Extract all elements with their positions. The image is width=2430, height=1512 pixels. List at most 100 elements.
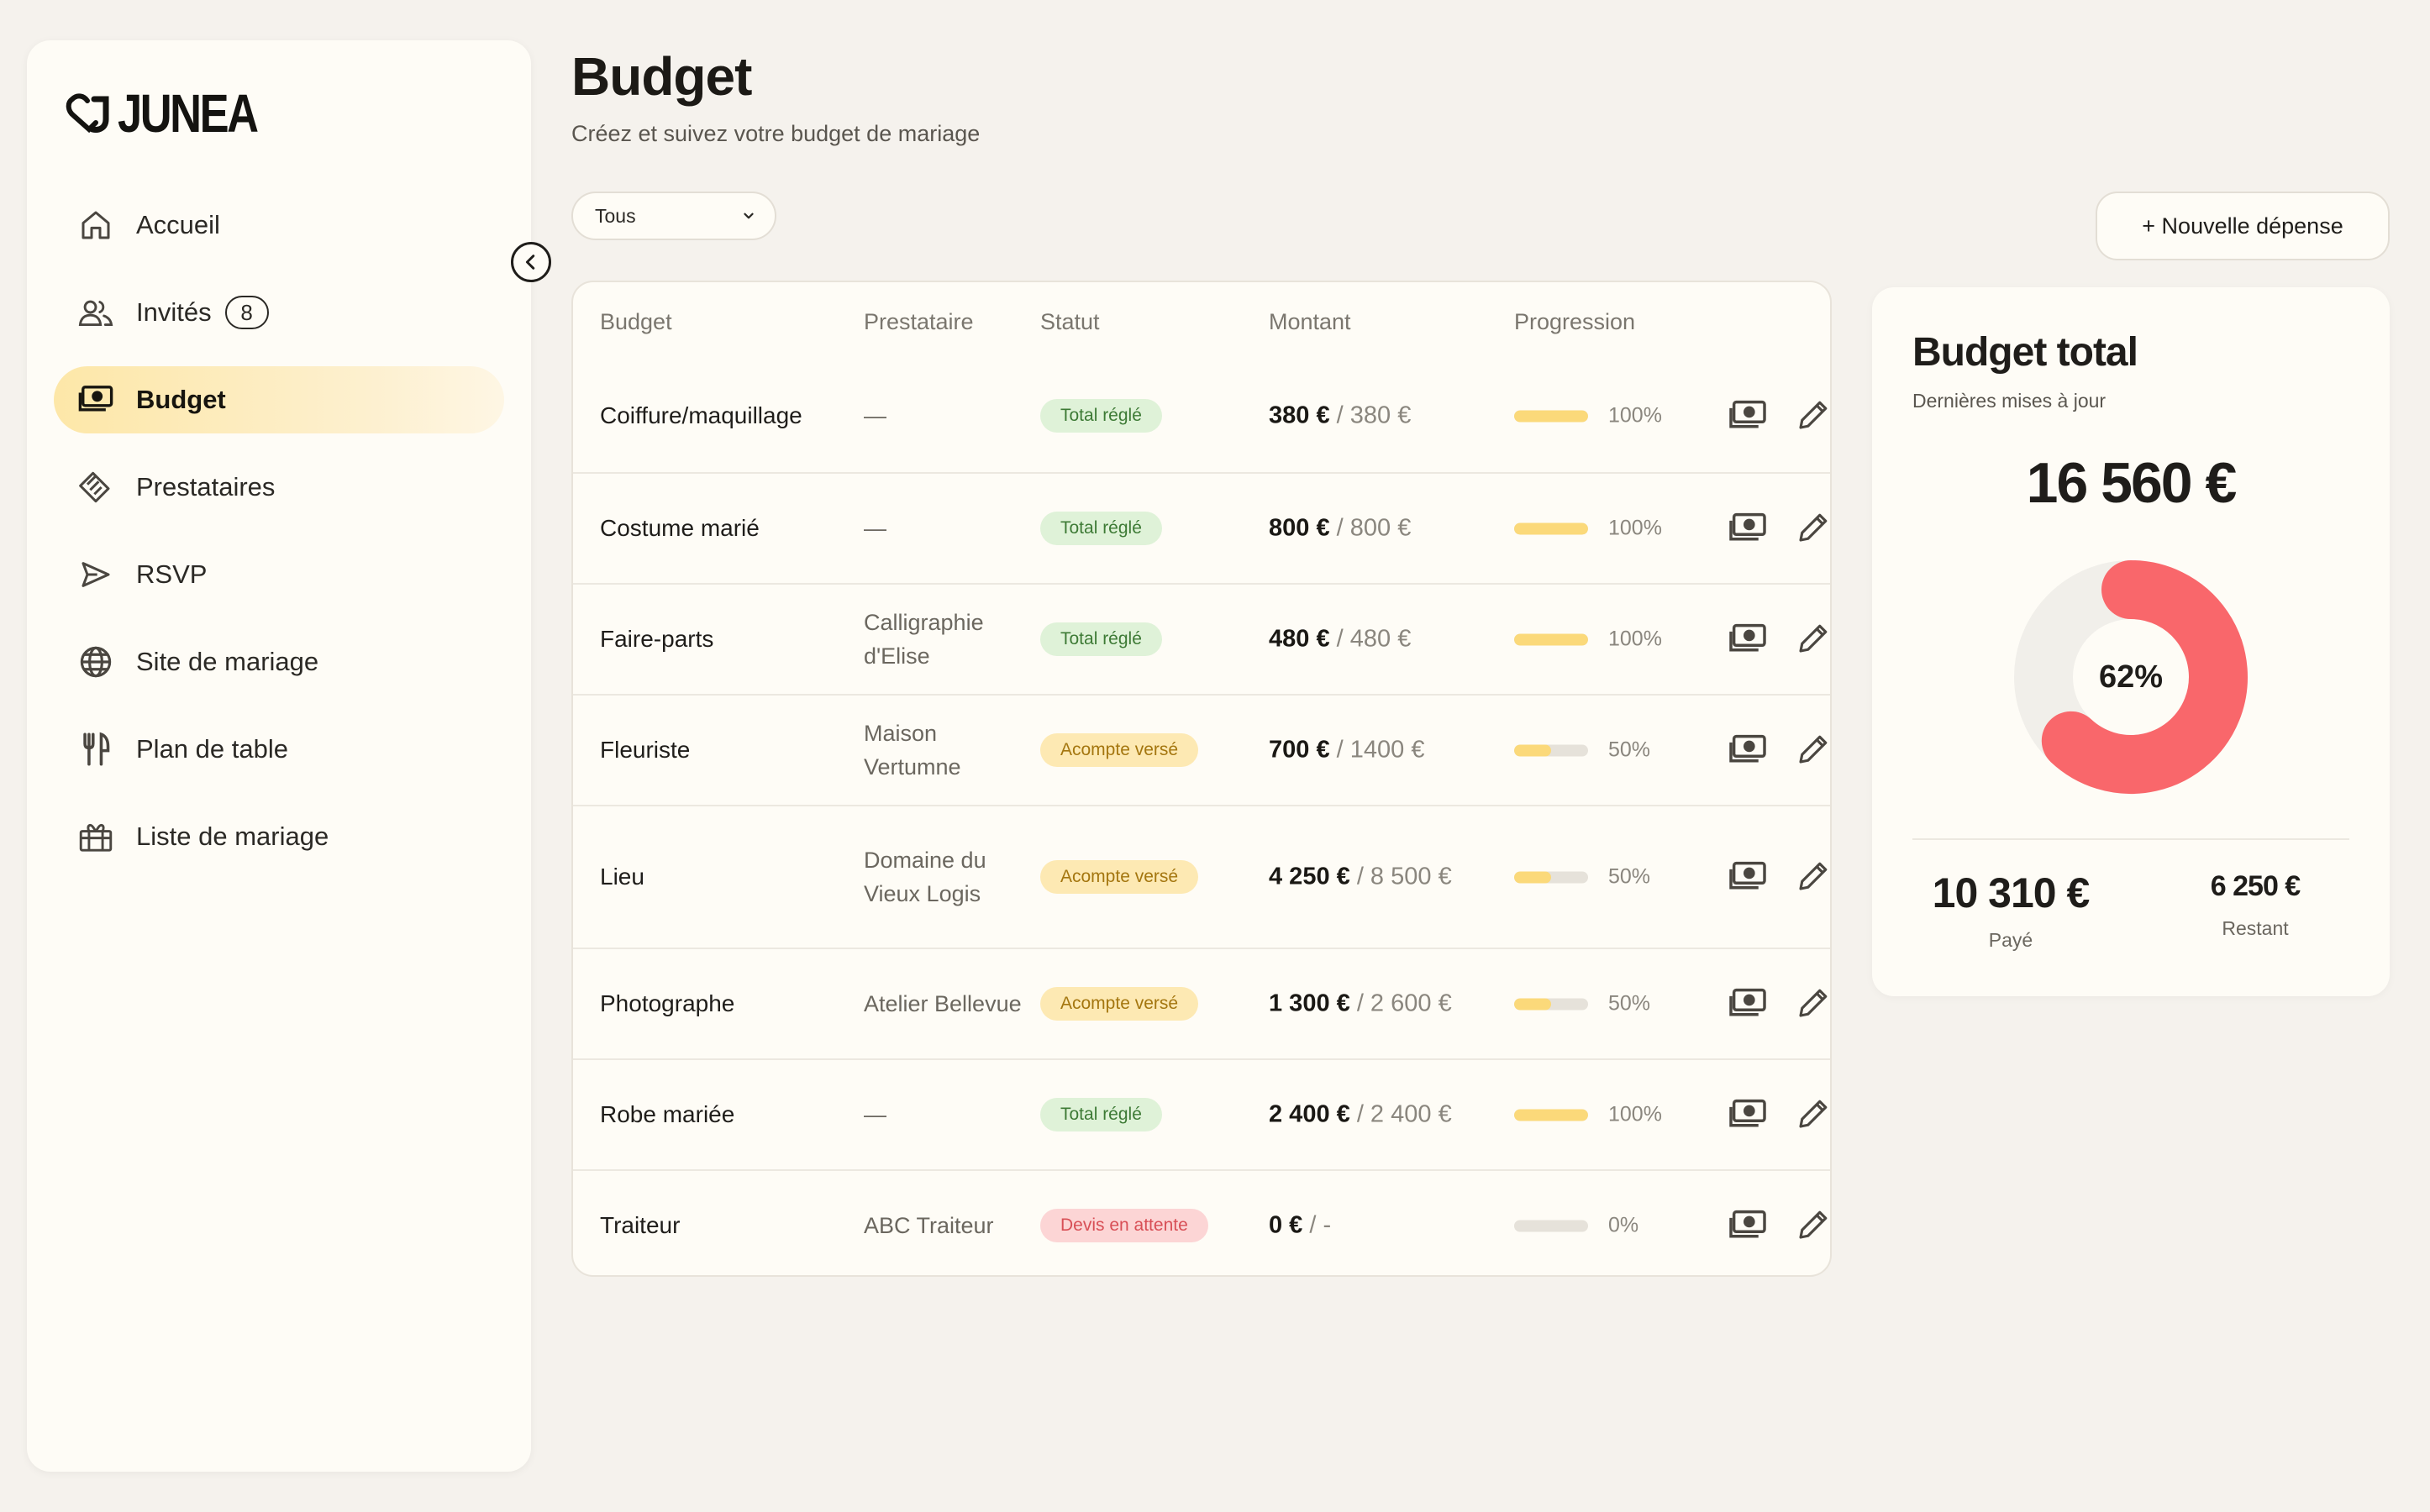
sidebar-item-accueil[interactable]: Accueil: [54, 192, 504, 259]
row-amount: 800 € / 800 €: [1269, 515, 1411, 543]
brand-name: JUNEA: [118, 83, 259, 144]
edit-icon[interactable]: [1795, 732, 1830, 768]
sidebar-item-liste-de-mariage[interactable]: Liste de mariage: [54, 803, 504, 870]
budget-table: Budget Prestataire Statut Montant Progre…: [571, 281, 1832, 1277]
progress-bar: [1514, 633, 1588, 645]
row-progress: 100%: [1514, 517, 1662, 541]
status-filter-select[interactable]: Tous: [571, 192, 776, 240]
status-badge: Acompte versé: [1040, 987, 1199, 1021]
amount-total: / 380 €: [1329, 402, 1412, 429]
sidebar-item-rsvp[interactable]: RSVP: [54, 541, 504, 608]
sidebar-item-label: Site de mariage: [136, 647, 319, 676]
row-amount: 380 € / 380 €: [1269, 402, 1411, 430]
edit-icon[interactable]: [1795, 1208, 1830, 1243]
sidebar-item-budget[interactable]: Budget: [54, 366, 504, 433]
progress-bar: [1514, 1109, 1588, 1121]
edit-icon[interactable]: [1795, 398, 1830, 433]
row-amount: 700 € / 1400 €: [1269, 737, 1424, 764]
chevron-down-icon: [744, 213, 754, 219]
amount-total: / 8 500 €: [1349, 863, 1452, 890]
row-prestataire: —: [864, 516, 886, 541]
row-amount: 0 € / -: [1269, 1212, 1331, 1240]
progress-percent: 50%: [1608, 738, 1651, 762]
payment-icon[interactable]: [1728, 622, 1768, 656]
row-budget-name: Robe mariée: [600, 1101, 735, 1127]
sidebar-item-label: Liste de mariage: [136, 822, 329, 851]
row-prestataire: —: [864, 403, 886, 428]
collapse-sidebar-button[interactable]: [511, 242, 551, 282]
summary-total-amount: 16 560 €: [2026, 451, 2238, 515]
table-row[interactable]: Photographe Atelier Bellevue Acompte versé…: [573, 948, 1830, 1058]
progress-percent: 100%: [1608, 516, 1662, 540]
donut-paid-arc: [2041, 560, 2248, 794]
table-row[interactable]: Coiffure/maquillage — Total réglé 380 € / 3…: [573, 360, 1830, 472]
sidebar-item-site[interactable]: Site de mariage: [54, 628, 504, 696]
amount-paid: 2 400 €: [1269, 1100, 1350, 1128]
table-row[interactable]: Robe mariée — Total réglé 2 400 € / 2 400 €…: [573, 1058, 1830, 1169]
summary-subtitle: Dernières mises à jour: [1912, 390, 2107, 412]
progress-bar-fill: [1514, 871, 1551, 883]
amount-paid: 0 €: [1269, 1211, 1303, 1239]
brand-logo[interactable]: JUNEA: [66, 82, 287, 144]
amount-total: / 800 €: [1329, 514, 1412, 542]
payment-icon[interactable]: [1728, 733, 1768, 767]
edit-icon[interactable]: [1795, 622, 1830, 657]
sidebar-item-plan-de-table[interactable]: Plan de table: [54, 716, 504, 783]
payment-icon[interactable]: [1728, 512, 1768, 545]
sidebar-item-label: Plan de table: [136, 734, 288, 764]
edit-icon[interactable]: [1795, 986, 1830, 1021]
payment-icon[interactable]: [1728, 1098, 1768, 1131]
status-badge: Total réglé: [1040, 512, 1162, 545]
home-icon: [77, 207, 114, 244]
remaining-label: Restant: [2222, 917, 2289, 939]
filter-selected-value: Tous: [595, 204, 636, 227]
money-icon: [77, 381, 114, 418]
status-badge: Total réglé: [1040, 1098, 1162, 1131]
table-row[interactable]: Faire-parts Calligraphie d'Elise Total rég…: [573, 583, 1830, 694]
row-status: Total réglé: [1040, 512, 1162, 545]
gift-icon: [77, 818, 114, 855]
new-expense-button[interactable]: + Nouvelle dépense: [2096, 192, 2390, 260]
payment-icon[interactable]: [1728, 987, 1768, 1021]
sidebar-item-label: Budget: [136, 385, 226, 414]
table-header: Budget Prestataire Statut Montant Progre…: [573, 282, 1830, 360]
edit-icon[interactable]: [1795, 1097, 1830, 1132]
table-row[interactable]: Traiteur ABC Traiteur Devis en attente 0 € …: [573, 1169, 1830, 1275]
amount-total: / 1400 €: [1329, 736, 1425, 764]
payment-icon[interactable]: [1728, 860, 1768, 894]
table-row[interactable]: Lieu Domaine du Vieux Logis Acompte versé 4…: [573, 805, 1830, 948]
row-status: Acompte versé: [1040, 987, 1199, 1021]
edit-icon[interactable]: [1795, 859, 1830, 895]
amount-paid: 1 300 €: [1269, 990, 1350, 1017]
guest-count-badge: 8: [224, 296, 269, 329]
progress-bar: [1514, 410, 1588, 422]
progress-bar: [1514, 1220, 1588, 1231]
table-row[interactable]: Fleuriste Maison Vertumne Acompte versé 700…: [573, 694, 1830, 805]
progress-bar-fill: [1514, 633, 1588, 645]
table-row[interactable]: Costume marié — Total réglé 800 € / 800 € 10…: [573, 472, 1830, 583]
status-badge: Total réglé: [1040, 399, 1162, 433]
amount-paid: 380 €: [1269, 402, 1330, 429]
edit-icon[interactable]: [1795, 511, 1830, 546]
row-progress: 50%: [1514, 865, 1650, 890]
budget-summary-card: Budget total Dernières mises à jour 16 5…: [1872, 287, 2390, 996]
row-budget-name: Lieu: [600, 864, 644, 890]
status-badge: Acompte versé: [1040, 733, 1199, 767]
payment-icon[interactable]: [1728, 1209, 1768, 1242]
sidebar-item-prestataires[interactable]: Prestataires: [54, 454, 504, 521]
payment-icon[interactable]: [1728, 399, 1768, 433]
progress-percent: 100%: [1608, 403, 1662, 428]
row-budget-name: Photographe: [600, 990, 735, 1016]
progress-percent: 50%: [1608, 864, 1651, 889]
sidebar: JUNEA Accueil Invités 8 Budget Prest: [27, 40, 531, 1472]
progress-bar-fill: [1514, 744, 1551, 756]
progress-bar: [1514, 744, 1588, 756]
sidebar-item-invites[interactable]: Invités 8: [54, 279, 504, 346]
amount-paid: 480 €: [1269, 625, 1330, 653]
row-budget-name: Coiffure/maquillage: [600, 402, 802, 428]
row-progress: 100%: [1514, 1103, 1662, 1127]
row-progress: 100%: [1514, 627, 1662, 652]
row-amount: 1 300 € / 2 600 €: [1269, 990, 1452, 1018]
sidebar-item-label: Invités: [136, 297, 212, 327]
row-status: Total réglé: [1040, 399, 1162, 433]
